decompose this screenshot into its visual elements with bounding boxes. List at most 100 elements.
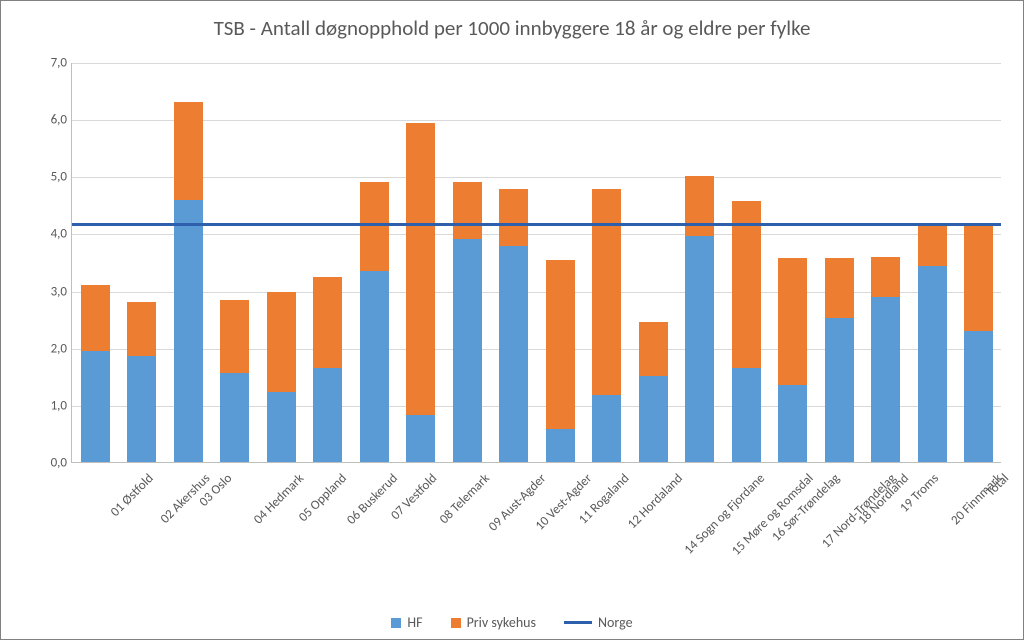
bar-segment-priv-sykehus	[778, 258, 807, 385]
bar-segment-hf	[360, 271, 389, 462]
x-tick-label: 12 Hordaland	[625, 471, 686, 532]
bar-segment-hf	[918, 266, 947, 462]
bar-segment-priv-sykehus	[360, 182, 389, 271]
bar-segment-hf	[81, 351, 110, 462]
bar-segment-hf	[406, 415, 435, 462]
bar-slot	[584, 63, 631, 462]
swatch-norge-line	[564, 621, 592, 624]
bar-slot	[258, 63, 305, 462]
bar-slot	[119, 63, 166, 462]
chart-title: TSB - Antall døgnopphold per 1000 innbyg…	[1, 1, 1023, 41]
bar-stack	[685, 176, 714, 462]
bars-layer	[72, 63, 1001, 462]
bar-segment-priv-sykehus	[964, 223, 993, 330]
x-tick-label: 01 Østfold	[108, 471, 157, 520]
bar-slot	[165, 63, 212, 462]
bar-slot	[305, 63, 352, 462]
legend-label-hf: HF	[407, 614, 422, 631]
bar-stack	[732, 201, 761, 462]
bar-stack	[918, 225, 947, 462]
bar-slot	[863, 63, 910, 462]
bar-segment-priv-sykehus	[313, 277, 342, 367]
bar-segment-priv-sykehus	[592, 189, 621, 395]
bar-stack	[313, 277, 342, 462]
bar-segment-priv-sykehus	[639, 322, 668, 376]
bar-stack	[871, 257, 900, 462]
bar-segment-priv-sykehus	[127, 302, 156, 356]
bar-slot	[398, 63, 445, 462]
legend-item-priv: Priv sykehus	[451, 614, 536, 631]
y-tick-label: 0,0	[41, 456, 67, 471]
bar-slot	[630, 63, 677, 462]
bar-stack	[81, 285, 110, 462]
bar-stack	[778, 258, 807, 462]
y-tick-label: 6,0	[41, 113, 67, 128]
bar-stack	[825, 258, 854, 462]
swatch-priv	[451, 618, 461, 628]
bar-segment-priv-sykehus	[406, 123, 435, 416]
bar-slot	[677, 63, 724, 462]
bar-segment-priv-sykehus	[220, 300, 249, 373]
bar-segment-hf	[174, 200, 203, 462]
swatch-hf	[391, 618, 401, 628]
bar-slot	[491, 63, 538, 462]
bar-segment-hf	[592, 395, 621, 462]
bar-slot	[723, 63, 770, 462]
bar-stack	[499, 189, 528, 462]
y-tick-label: 2,0	[41, 341, 67, 356]
bar-slot	[72, 63, 119, 462]
bar-slot	[816, 63, 863, 462]
bar-segment-priv-sykehus	[267, 292, 296, 392]
bar-segment-hf	[778, 385, 807, 462]
bar-segment-priv-sykehus	[174, 102, 203, 200]
bar-segment-hf	[825, 318, 854, 462]
bar-slot	[909, 63, 956, 462]
bar-segment-hf	[499, 246, 528, 462]
bar-segment-hf	[871, 297, 900, 462]
bar-stack	[174, 102, 203, 462]
bar-segment-hf	[453, 239, 482, 462]
bar-segment-hf	[127, 356, 156, 462]
bar-stack	[592, 189, 621, 462]
bar-segment-hf	[313, 368, 342, 462]
x-tick-label: 08 Telemark	[437, 471, 493, 527]
bar-stack	[964, 223, 993, 462]
legend-item-norge: Norge	[564, 614, 633, 631]
bar-slot	[351, 63, 398, 462]
bar-stack	[127, 302, 156, 462]
legend-item-hf: HF	[391, 614, 422, 631]
bar-segment-priv-sykehus	[453, 182, 482, 239]
bar-segment-priv-sykehus	[825, 258, 854, 318]
bar-segment-hf	[546, 429, 575, 462]
bar-segment-priv-sykehus	[871, 257, 900, 297]
y-tick-label: 4,0	[41, 227, 67, 242]
bar-stack	[267, 292, 296, 462]
x-tick-label: 06 Buskerud	[344, 471, 401, 528]
legend-label-norge: Norge	[598, 614, 633, 631]
bar-segment-priv-sykehus	[546, 260, 575, 429]
y-tick-label: 1,0	[41, 398, 67, 413]
bar-stack	[639, 322, 668, 462]
bar-segment-priv-sykehus	[499, 189, 528, 246]
bar-segment-hf	[732, 368, 761, 462]
legend: HF Priv sykehus Norge	[1, 614, 1023, 631]
bar-segment-priv-sykehus	[81, 285, 110, 351]
bar-segment-hf	[220, 373, 249, 462]
chart-frame: TSB - Antall døgnopphold per 1000 innbyg…	[0, 0, 1024, 640]
bar-slot	[770, 63, 817, 462]
norge-reference-line	[72, 223, 1001, 226]
x-tick-label: 14 Sogn og Fjordane	[682, 471, 769, 558]
bar-slot	[537, 63, 584, 462]
bar-stack	[406, 123, 435, 462]
bar-slot	[956, 63, 1003, 462]
bar-stack	[546, 260, 575, 462]
legend-label-priv: Priv sykehus	[467, 614, 536, 631]
bar-segment-hf	[639, 376, 668, 462]
x-tick-label: 04 Hedmark	[251, 471, 307, 527]
y-tick-label: 3,0	[41, 284, 67, 299]
bar-segment-priv-sykehus	[918, 225, 947, 266]
bar-segment-hf	[267, 392, 296, 462]
y-tick-label: 7,0	[41, 56, 67, 71]
bar-segment-hf	[685, 236, 714, 462]
bar-segment-hf	[964, 331, 993, 462]
